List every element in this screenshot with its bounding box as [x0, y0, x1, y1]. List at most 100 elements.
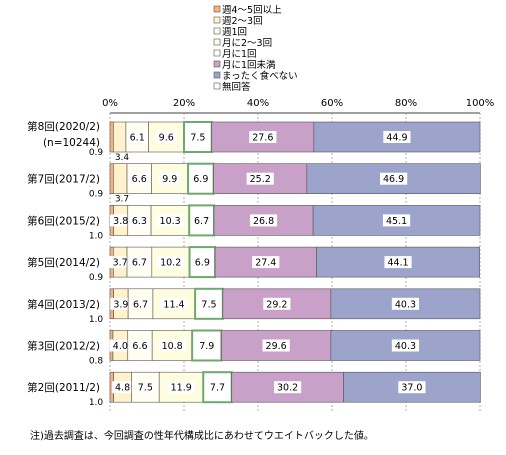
legend-label-1: 週2～3回 — [222, 15, 263, 27]
category-label: 第3回(2012/2) — [27, 340, 100, 353]
bar-value-label: 6.9 — [195, 258, 210, 269]
bar-value-label: 3.7 — [113, 258, 128, 269]
bar-value-label: 6.6 — [132, 174, 147, 185]
bar-label-box — [128, 214, 151, 227]
bar-value-label: 11.4 — [163, 299, 184, 310]
bar-value-label: 29.6 — [266, 341, 287, 352]
bar-label-box — [398, 381, 426, 394]
bar-value-label: 44.1 — [387, 258, 408, 269]
bar-value-label: 7.5 — [138, 383, 153, 394]
bar-4-5-0 — [109, 121, 114, 153]
bar-value-label: 10.8 — [162, 341, 183, 352]
legend-label-4: 月に1回 — [222, 49, 257, 60]
bar-label-box — [126, 131, 148, 143]
bar-value-label: 6.7 — [194, 216, 209, 227]
bar-label-box — [157, 256, 185, 269]
legend-label-0: 週4～5回以上 — [222, 4, 282, 16]
legend-swatch-3 — [213, 38, 221, 46]
bar-label-box — [110, 297, 132, 310]
legend-label-2: 週1回 — [222, 26, 247, 38]
edge-value-label: 1.0 — [89, 231, 104, 241]
bar-label-box — [187, 131, 209, 143]
bar-value-label: 3.9 — [113, 299, 128, 310]
bar-value-label: 27.4 — [255, 258, 276, 269]
bar-label-box — [263, 297, 291, 310]
x-tick-label: 40% — [247, 98, 269, 109]
legend-swatch-2 — [213, 27, 221, 35]
bar-label-box — [262, 339, 290, 352]
bar-4-5-1 — [109, 163, 114, 194]
bar-label-box — [129, 297, 152, 310]
x-tick-label: 60% — [321, 98, 343, 109]
bar-label-box — [246, 172, 274, 185]
bar-label-box — [384, 256, 412, 269]
bar-value-label: 9.9 — [162, 174, 177, 185]
bar-value-label: 40.3 — [395, 341, 416, 352]
bar-value-label: 27.6 — [252, 133, 273, 144]
legend: 週4～5回以上週2～3回週1回月に2～3回月に1回月に1回未満まったく食べない無… — [213, 4, 298, 93]
bar-label-box — [382, 214, 411, 227]
bar-label-box — [190, 172, 212, 185]
bar-value-label: 3.8 — [113, 216, 128, 227]
bar-label-box — [110, 214, 132, 227]
bar-label-box — [155, 131, 177, 143]
legend-swatch-6 — [213, 71, 221, 79]
x-tick-label: 0% — [102, 98, 118, 109]
bar-label-box — [129, 339, 151, 352]
bar-value-label: 29.2 — [266, 299, 287, 310]
edge-value-label: 1.0 — [89, 398, 104, 408]
legend-swatch-7 — [213, 82, 221, 90]
bar-label-box — [249, 131, 277, 143]
bar-label-box — [109, 256, 131, 269]
legend-swatch-4 — [213, 49, 221, 57]
bar-label-box — [383, 131, 411, 143]
category-label: 第5回(2014/2) — [27, 256, 100, 269]
bar-value-label: 10.2 — [160, 258, 181, 269]
bar-label-box — [206, 381, 229, 394]
category-label: 第4回(2013/2) — [27, 298, 100, 311]
bar-value-label: 6.6 — [132, 341, 147, 352]
legend-label-3: 月に2～3回 — [222, 38, 272, 49]
bar-value-label: 6.7 — [132, 258, 147, 269]
bar-label-box — [198, 297, 220, 310]
bar-value-label: 6.3 — [132, 216, 147, 227]
chart-note: 注)過去調査は、今回調査の性年代構成比にあわせてウエイトバックした値。 — [30, 429, 374, 442]
bar-value-label: 7.9 — [199, 341, 214, 352]
legend-label-6: まったく食べない — [222, 70, 298, 82]
bar-value-label: 26.8 — [253, 216, 274, 227]
bar-value-label: 46.9 — [383, 174, 404, 185]
below-value-label: 3.7 — [115, 195, 129, 205]
category-labels: 第8回(2020/2) (n=10244) 第7回(2017/2) 第6回(2015/… — [27, 120, 100, 394]
bar-label-box — [391, 339, 420, 352]
bar-label-box — [159, 172, 181, 185]
edge-value-label: 0.9 — [89, 190, 104, 200]
bar-value-label: 7.5 — [190, 133, 205, 144]
bar-label-box — [249, 214, 278, 227]
bar-label-box — [191, 256, 214, 269]
bar-label-box — [128, 172, 150, 185]
bar-value-label: 7.5 — [201, 299, 216, 310]
bar-value-label: 30.2 — [277, 383, 298, 394]
x-axis: 0% 20% 40% 60% 80% 100% — [102, 98, 495, 114]
bar-label-box — [156, 214, 184, 227]
bar-label-box — [274, 381, 302, 394]
x-tick-label: 100% — [466, 98, 495, 109]
bar-label-box — [391, 297, 420, 310]
edge-value-label: 0.8 — [89, 357, 104, 367]
bar-value-label: 7.7 — [210, 383, 225, 394]
category-label: (n=10244) — [43, 137, 100, 149]
bar-label-box — [196, 339, 218, 352]
bar-value-label: 6.9 — [193, 174, 208, 185]
x-tick-label: 80% — [395, 98, 417, 109]
bar-label-box — [158, 339, 186, 352]
edge-value-label: 1.0 — [89, 315, 104, 325]
bar-value-label: 10.3 — [160, 216, 181, 227]
bar-2-3-1 — [113, 163, 128, 194]
legend-swatch-5 — [213, 60, 221, 68]
below-value-label: 3.4 — [115, 153, 130, 163]
edge-value-label: 0.9 — [89, 273, 104, 283]
bar-label-box — [380, 172, 408, 185]
bar-value-label: 4.0 — [113, 341, 128, 352]
bar-label-box — [160, 297, 188, 310]
